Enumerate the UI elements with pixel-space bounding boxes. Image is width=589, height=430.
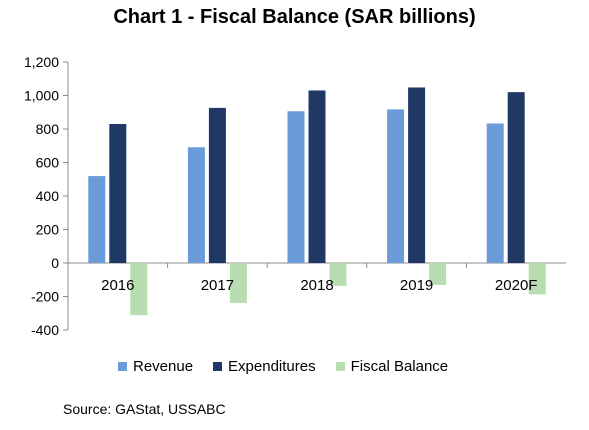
y-tick-label: 600 xyxy=(36,155,60,171)
legend-item-fiscal-balance: Fiscal Balance xyxy=(335,358,449,375)
y-tick-label: 1,000 xyxy=(24,88,59,104)
source-note: Source: GAStat, USSABC xyxy=(63,401,226,417)
bar-revenue-2018 xyxy=(287,111,305,264)
bar-fiscal-balance-2019 xyxy=(429,263,447,285)
bar-fiscal-balance-2016 xyxy=(130,263,148,316)
bar-expenditures-2018 xyxy=(308,90,326,263)
legend: Revenue Expenditures Fiscal Balance xyxy=(118,358,468,375)
bar-revenue-2020f xyxy=(486,123,504,263)
bar-fiscal-balance-2017 xyxy=(229,263,247,303)
legend-item-revenue: Revenue xyxy=(118,358,193,375)
bar-expenditures-2016 xyxy=(109,123,127,263)
y-tick-label: 0 xyxy=(51,255,59,271)
bar-revenue-2017 xyxy=(187,147,205,263)
y-tick-label: 1,200 xyxy=(24,54,59,70)
chart-title: Chart 1 - Fiscal Balance (SAR billions) xyxy=(113,6,476,28)
y-tick-label: 800 xyxy=(36,121,60,137)
x-tick-label: 2019 xyxy=(400,277,433,294)
legend-label-revenue: Revenue xyxy=(133,358,194,375)
x-tick-label: 2020F xyxy=(495,277,538,294)
bar-fiscal-balance-2018 xyxy=(329,263,347,286)
bar-expenditures-2019 xyxy=(408,87,426,264)
bar-revenue-2019 xyxy=(387,109,405,263)
legend-swatch-expenditures xyxy=(213,362,223,371)
legend-label-fiscal-balance: Fiscal Balance xyxy=(350,358,449,375)
bar-expenditures-2017 xyxy=(208,107,226,264)
y-tick-label: -200 xyxy=(31,289,59,305)
y-tick-label: 200 xyxy=(36,222,60,238)
bar-revenue-2016 xyxy=(88,176,106,263)
x-tick-label: 2016 xyxy=(101,277,134,294)
x-tick-label: 2018 xyxy=(300,277,333,294)
x-tick-label: 2017 xyxy=(201,277,234,294)
legend-item-expenditures: Expenditures xyxy=(213,358,316,375)
bar-fiscal-balance-2020f xyxy=(528,263,546,295)
legend-swatch-revenue xyxy=(118,362,127,371)
y-tick-label: -400 xyxy=(31,322,59,338)
legend-label-expenditures: Expenditures xyxy=(228,358,316,375)
legend-swatch-fiscal-balance xyxy=(335,362,345,371)
bar-expenditures-2020f xyxy=(507,92,525,264)
y-tick-label: 400 xyxy=(36,188,60,204)
